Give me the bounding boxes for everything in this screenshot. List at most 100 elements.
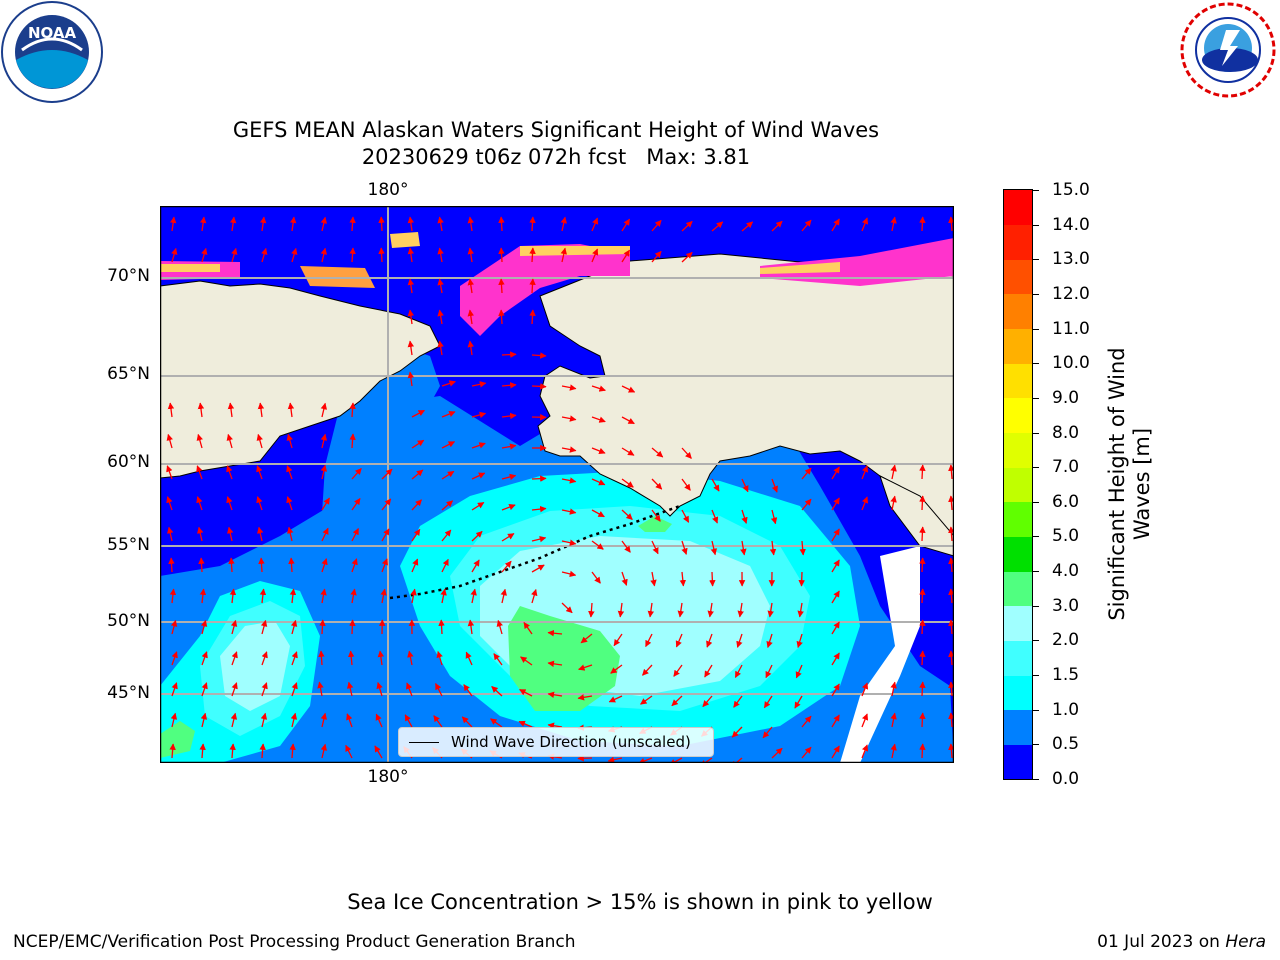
wave-direction-arrow — [710, 540, 718, 556]
wave-direction-arrow — [621, 385, 636, 393]
wave-direction-arrow — [200, 619, 208, 635]
wave-direction-arrow — [681, 509, 690, 523]
wave-direction-arrow — [257, 402, 265, 418]
wave-direction-arrow — [471, 381, 487, 388]
lat-label-45: 45°N — [107, 683, 150, 703]
wave-direction-arrow — [740, 540, 747, 556]
wave-direction-arrow — [709, 571, 716, 587]
wave-direction-arrow — [762, 726, 773, 739]
colorbar-segment — [1004, 467, 1032, 503]
wave-direction-arrow — [441, 380, 456, 387]
wave-direction-arrow — [376, 681, 383, 697]
land-siberia — [160, 280, 441, 479]
wave-direction-arrow — [651, 447, 664, 458]
wave-direction-arrow — [679, 571, 687, 587]
colorbar-segment — [1004, 293, 1032, 330]
colorbar-tick-mark — [1033, 571, 1039, 573]
wave-direction-arrow — [645, 633, 653, 648]
wave-direction-arrow — [607, 756, 623, 763]
wave-direction-arrow — [765, 664, 773, 679]
wave-direction-arrow — [227, 526, 234, 542]
wave-direction-arrow — [467, 247, 474, 263]
colorbar-segment — [1004, 224, 1032, 260]
wave-direction-arrow — [831, 497, 840, 511]
wave-direction-arrow — [531, 352, 547, 359]
wave-direction-arrow — [919, 464, 926, 480]
wave-direction-arrow — [231, 247, 238, 263]
footer-branch: NCEP/EMC/Verification Post Processing Pr… — [13, 932, 576, 952]
wave-direction-arrow — [471, 501, 485, 511]
wave-direction-arrow — [471, 559, 480, 573]
wave-direction-arrow — [501, 351, 517, 358]
lat-label-55: 55°N — [107, 535, 150, 555]
colorbar-tick-mark — [1033, 397, 1039, 399]
wave-direction-arrow — [229, 743, 236, 759]
wave-direction-arrow — [258, 557, 265, 573]
colorbar-segment — [1004, 675, 1032, 711]
wave-direction-arrow — [320, 712, 328, 728]
wave-direction-arrow — [169, 588, 177, 604]
colorbar-segment — [1004, 536, 1032, 572]
wave-direction-arrow — [861, 713, 869, 728]
wave-direction-arrow — [890, 495, 897, 511]
wave-direction-arrow — [704, 664, 713, 678]
wave-direction-arrow — [518, 720, 533, 728]
wave-direction-arrow — [794, 695, 803, 709]
colorbar-tick-label: 15.0 — [1052, 180, 1090, 200]
wave-direction-arrow — [919, 681, 926, 697]
wave-direction-arrow — [166, 465, 173, 480]
wave-direction-arrow — [771, 220, 783, 232]
wave-direction-arrow — [381, 498, 392, 511]
land-alaska — [537, 253, 954, 537]
wave-direction-arrow — [347, 650, 355, 666]
lat-label-65: 65°N — [107, 364, 150, 384]
wave-direction-arrow — [621, 249, 631, 263]
wave-direction-arrow — [801, 219, 812, 232]
wave-direction-arrow — [651, 478, 663, 490]
wave-direction-arrow — [411, 558, 419, 573]
wave-direction-arrow — [769, 540, 777, 556]
wave-direction-arrow — [831, 590, 840, 604]
wave-direction-arrow — [588, 602, 595, 618]
wave-direction-arrow — [441, 558, 449, 573]
wave-direction-arrow — [289, 743, 296, 759]
colorbar-tick-mark — [1033, 432, 1039, 434]
wave-direction-arrow — [731, 726, 743, 738]
wave-direction-arrow — [259, 743, 266, 759]
colorbar-tick-mark — [1033, 709, 1039, 711]
wave-direction-arrow — [320, 402, 328, 418]
wave-direction-arrow — [531, 564, 545, 573]
wave-direction-arrow — [501, 473, 517, 481]
wave-direction-arrow — [706, 633, 713, 648]
wave-direction-arrow — [677, 602, 684, 618]
wave-direction-arrow — [861, 496, 869, 511]
wave-direction-arrow — [286, 465, 293, 480]
wave-direction-arrow — [591, 478, 606, 486]
wave-direction-arrow — [437, 216, 444, 232]
wave-direction-arrow — [561, 570, 577, 578]
colorbar-segment — [1004, 571, 1032, 607]
wave-direction-arrow — [861, 744, 869, 759]
wave-direction-arrow — [681, 478, 691, 491]
colorbar-tick-mark — [1033, 363, 1039, 365]
wave-direction-arrow — [621, 447, 635, 456]
wave-direction-arrow — [591, 217, 599, 232]
wave-direction-arrow — [169, 743, 176, 759]
wave-direction-arrow — [591, 540, 604, 550]
wave-direction-arrow — [490, 718, 503, 728]
wave-direction-arrow — [919, 526, 926, 542]
wave-direction-arrow — [501, 560, 512, 573]
wave-direction-arrow — [197, 402, 205, 418]
wave-direction-arrow — [199, 216, 207, 232]
wave-direction-arrow — [407, 309, 415, 325]
wave-direction-arrow — [531, 383, 547, 390]
wave-direction-arrow — [763, 695, 773, 709]
wave-direction-arrow — [196, 433, 203, 449]
wave-direction-arrow — [617, 602, 625, 618]
colorbar-segment — [1004, 501, 1032, 537]
wave-direction-arrow — [261, 682, 268, 697]
wave-direction-arrow — [349, 247, 356, 263]
wave-direction-arrow — [919, 216, 926, 232]
wave-direction-arrow — [381, 468, 393, 480]
wave-direction-arrow — [349, 619, 356, 635]
